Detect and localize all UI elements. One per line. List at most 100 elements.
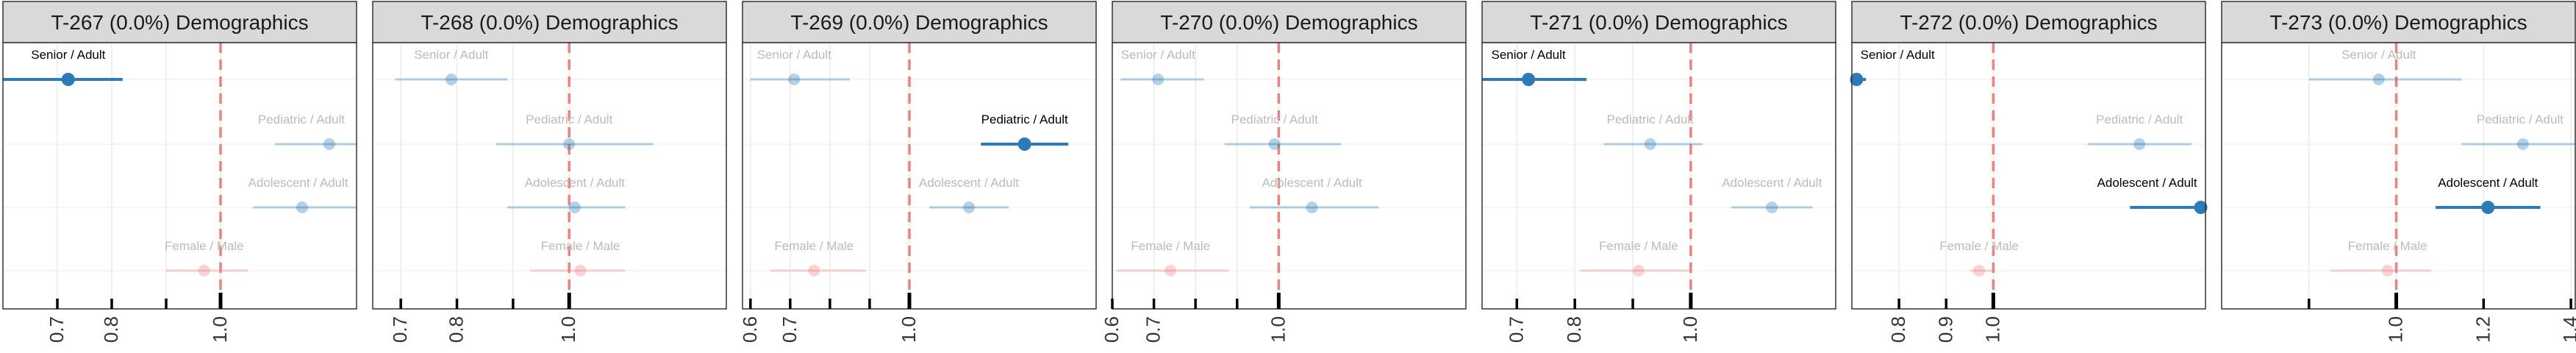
point-estimate <box>1644 138 1656 150</box>
tick-label: 0.8 <box>1887 316 1909 343</box>
point-label: Female / Male <box>1939 239 2019 253</box>
tick-label: 0.7 <box>389 316 411 343</box>
point-estimate <box>1850 73 1864 86</box>
tick-label: 0.8 <box>1563 316 1585 343</box>
tick-label: 1.0 <box>1679 316 1701 343</box>
facet-panel: T-272 (0.0%) Demographics Senior / Adult P… <box>1850 1 2208 343</box>
tick-label: 0.7 <box>1505 316 1527 343</box>
point-label: Pediatric / Adult <box>2477 113 2564 126</box>
point-label: Pediatric / Adult <box>2096 113 2183 126</box>
point-estimate <box>2133 138 2146 150</box>
facet-title: T-270 (0.0%) Demographics <box>1160 11 1417 34</box>
point-label: Pediatric / Adult <box>526 113 612 126</box>
tick-label: 1.4 <box>2559 316 2576 343</box>
point-estimate <box>2372 74 2385 85</box>
point-estimate <box>788 74 801 85</box>
tick-label: 1.0 <box>1267 316 1289 343</box>
point-label: Senior / Adult <box>2341 48 2416 62</box>
tick-label: 1.0 <box>898 316 920 343</box>
point-label: Adolescent / Adult <box>248 176 348 190</box>
panel-border <box>1112 42 1467 310</box>
tick-label: 0.8 <box>446 316 468 343</box>
plot-area <box>3 43 357 309</box>
point-estimate <box>1164 265 1177 277</box>
panel-border <box>1481 42 1836 310</box>
point-estimate <box>323 138 335 150</box>
tick-label: 0.7 <box>46 316 68 343</box>
facet-strip <box>2221 1 2576 43</box>
point-estimate <box>1766 202 1778 213</box>
plot-area <box>1112 43 1466 309</box>
point-estimate <box>1306 202 1318 213</box>
point-estimate <box>2516 138 2529 150</box>
facet-panel: T-268 (0.0%) Demographics Senior / Adult P… <box>372 1 727 343</box>
point-estimate <box>296 202 308 213</box>
point-estimate <box>563 138 576 150</box>
point-label: Female / Male <box>1131 239 1210 253</box>
facet-panel: T-269 (0.0%) Demographics Senior / Adult P… <box>739 1 1097 343</box>
panel-border <box>2221 42 2576 310</box>
tick-label: 1.2 <box>2472 316 2494 343</box>
panel-border <box>742 42 1097 310</box>
point-estimate <box>568 202 581 213</box>
plot-area <box>1852 43 2205 309</box>
point-estimate <box>1152 74 1164 85</box>
facet-title: T-269 (0.0%) Demographics <box>790 11 1048 34</box>
point-estimate <box>198 265 210 277</box>
point-label: Female / Male <box>2348 239 2427 253</box>
point-label: Pediatric / Adult <box>1607 113 1694 126</box>
facet-strip <box>1851 1 2206 43</box>
point-label: Senior / Adult <box>1492 48 1566 62</box>
plot-area <box>373 43 726 309</box>
point-estimate <box>963 202 976 213</box>
tick-label: 1.0 <box>557 316 579 343</box>
tick-label: 0.8 <box>100 316 122 343</box>
facet-strip <box>1481 1 1836 43</box>
point-label: Female / Male <box>541 239 620 253</box>
facet-title: T-273 (0.0%) Demographics <box>2269 11 2527 34</box>
tick-label: 0.7 <box>1142 316 1164 343</box>
point-label: Senior / Adult <box>414 48 488 62</box>
point-label: Female / Male <box>1599 239 1678 253</box>
facet-panel: T-273 (0.0%) Demographics Senior / Adult P… <box>2221 1 2576 343</box>
point-estimate <box>1522 73 1536 86</box>
point-label: Adolescent / Adult <box>1722 176 1822 190</box>
point-label: Adolescent / Adult <box>2097 176 2197 190</box>
tick-label: 1.0 <box>2385 316 2407 343</box>
point-label: Adolescent / Adult <box>919 176 1019 190</box>
point-label: Pediatric / Adult <box>258 113 345 126</box>
facet-title: T-271 (0.0%) Demographics <box>1530 11 1787 34</box>
point-estimate <box>1017 138 1031 151</box>
tick-label: 0.9 <box>1934 316 1956 343</box>
tick-label: 0.6 <box>1101 316 1123 343</box>
facet-title: T-267 (0.0%) Demographics <box>51 11 308 34</box>
point-estimate <box>1973 265 1986 277</box>
point-label: Pediatric / Adult <box>981 113 1068 126</box>
point-estimate <box>808 265 820 277</box>
panel-border <box>372 42 727 310</box>
tick-label: 1.0 <box>1981 316 2003 343</box>
point-estimate <box>1268 138 1281 150</box>
point-label: Senior / Adult <box>1861 48 1935 62</box>
point-estimate <box>445 74 457 85</box>
plot-area <box>2222 43 2575 309</box>
facet-panel: T-271 (0.0%) Demographics Senior / Adult P… <box>1481 1 1836 343</box>
tick-label: 1.0 <box>209 316 231 343</box>
point-label: Adolescent / Adult <box>2438 176 2538 190</box>
panel-border <box>2 42 357 310</box>
plot-area <box>743 43 1096 309</box>
point-label: Pediatric / Adult <box>1231 113 1318 126</box>
point-estimate <box>61 73 75 86</box>
point-estimate <box>2381 265 2394 277</box>
point-label: Senior / Adult <box>757 48 831 62</box>
facet-title: T-272 (0.0%) Demographics <box>1900 11 2157 34</box>
facet-title: T-268 (0.0%) Demographics <box>421 11 678 34</box>
point-estimate <box>2481 201 2495 214</box>
tick-label: 0.6 <box>739 316 761 343</box>
facet-panel: T-267 (0.0%) Demographics Senior / Adult P… <box>2 1 357 343</box>
facet-panel: T-270 (0.0%) Demographics Senior / Adult P… <box>1101 1 1467 343</box>
point-label: Senior / Adult <box>1121 48 1195 62</box>
point-label: Senior / Adult <box>31 48 105 62</box>
tick-label: 0.7 <box>779 316 801 343</box>
